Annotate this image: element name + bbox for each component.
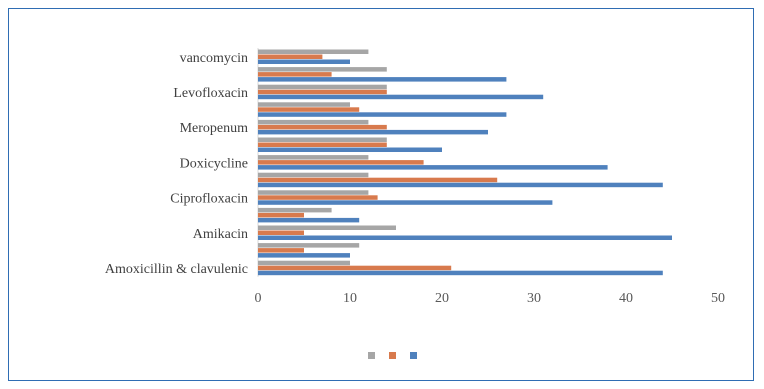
bar-series3-row3 — [258, 225, 396, 230]
bar-series3-row13 — [258, 49, 369, 54]
bar-chart: Amoxicillin & clavulenic Amikacin Ciproflo… — [105, 48, 725, 359]
bar-series2-row4 — [258, 212, 304, 218]
bar-series2-row13 — [258, 54, 323, 59]
bar-series1-row4 — [258, 217, 360, 223]
bar-series3-row10 — [258, 102, 350, 107]
bar-series3-row12 — [258, 67, 387, 72]
x-tick-label: 20 — [435, 291, 449, 306]
bar-series1-row9 — [258, 129, 488, 135]
x-tick-label: 30 — [527, 291, 541, 306]
bar-series3-row5 — [258, 190, 369, 195]
category-label: Meropenum — [180, 121, 249, 136]
x-tick-label: 50 — [711, 291, 725, 306]
category-label: Levofloxacin — [173, 86, 248, 101]
x-tick-label: 10 — [343, 291, 357, 306]
bar-series2-row10 — [258, 107, 360, 112]
bar-series3-row8 — [258, 137, 387, 142]
bar-series1-row7 — [258, 165, 608, 170]
bar-series1-row10 — [258, 112, 507, 117]
bar-series1-row12 — [258, 77, 507, 82]
bar-series1-row6 — [258, 182, 663, 188]
category-label: vancomycin — [180, 51, 248, 66]
bar-series3-row4 — [258, 207, 332, 213]
bar-series2-row11 — [258, 89, 387, 95]
bar-series3-row2 — [258, 243, 360, 248]
x-tick-label: 0 — [255, 291, 262, 306]
bar-series1-row11 — [258, 94, 544, 100]
bar-series1-row3 — [258, 235, 672, 240]
bar-series2-row12 — [258, 72, 332, 77]
bar-series1-row8 — [258, 147, 442, 152]
category-label: Amoxicillin & clavulenic — [105, 262, 248, 277]
category-label: Amikacin — [193, 227, 248, 242]
bar-series2-row3 — [258, 230, 304, 235]
bar-series3-row1 — [258, 260, 350, 266]
bar-series2-row8 — [258, 142, 387, 147]
bar-series1-row5 — [258, 200, 553, 205]
legend-swatch-series2 — [389, 352, 396, 359]
bar-series2-row5 — [258, 195, 378, 200]
bar-series3-row7 — [258, 155, 369, 160]
bar-series2-row9 — [258, 124, 387, 130]
bar-series1-row1 — [258, 270, 663, 276]
bar-series2-row7 — [258, 160, 424, 165]
bar-series2-row2 — [258, 248, 304, 253]
bar-series1-row13 — [258, 59, 350, 64]
bar-series2-row1 — [258, 265, 452, 271]
chart-frame: Amoxicillin & clavulenic Amikacin Ciproflo… — [8, 8, 754, 381]
bar-series3-row9 — [258, 119, 369, 125]
bar-series3-row6 — [258, 172, 369, 178]
bar-series2-row6 — [258, 177, 498, 183]
bar-series1-row2 — [258, 253, 350, 258]
bar-series3-row11 — [258, 84, 387, 90]
category-label: Doxicycline — [180, 156, 248, 171]
category-label: Ciprofloxacin — [170, 192, 248, 207]
x-tick-label: 40 — [619, 291, 633, 306]
legend-swatch-series1 — [410, 352, 417, 359]
legend-swatch-series3 — [368, 352, 375, 359]
